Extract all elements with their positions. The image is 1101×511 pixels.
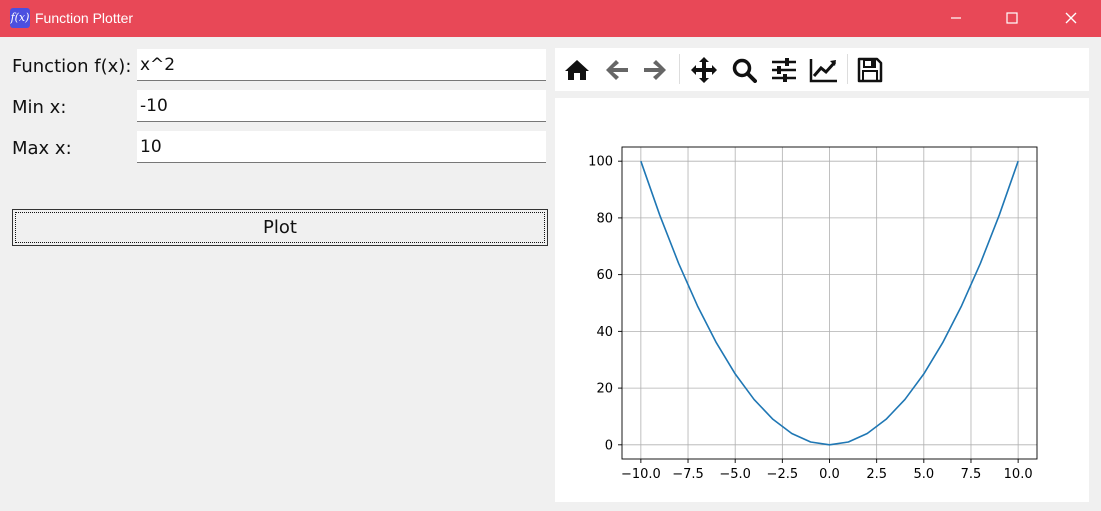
y-tick-label: 60 — [596, 268, 613, 283]
function-chart: −10.0 −7.5 −5.0 −2.5 0.0 2.5 5.0 7.5 10.0 0 20 40 60… — [588, 146, 1038, 482]
save-icon — [857, 57, 883, 83]
maximize-button[interactable] — [989, 0, 1035, 37]
zoom-button[interactable] — [727, 53, 761, 87]
function-label: Function f(x): — [12, 56, 132, 77]
x-tick-label: −7.5 — [672, 467, 704, 482]
function-icon: f(x) — [10, 8, 30, 28]
x-tick-label: 10.0 — [1004, 467, 1033, 482]
home-icon — [565, 60, 589, 80]
edit-axes-icon — [809, 59, 837, 83]
window-title: Function Plotter — [35, 10, 134, 26]
plot-canvas[interactable]: −10.0 −7.5 −5.0 −2.5 0.0 2.5 5.0 7.5 10.0 0 20 40 60… — [555, 98, 1089, 502]
y-tick-label: 80 — [596, 211, 613, 226]
function-input[interactable] — [137, 49, 546, 81]
series-line — [640, 160, 1019, 446]
title-bar: f(x) Function Plotter — [0, 0, 1101, 37]
pan-icon — [691, 57, 717, 83]
y-tick-label: 20 — [596, 382, 613, 397]
edit-axes-button[interactable] — [807, 53, 841, 87]
plot-button[interactable]: Plot — [12, 209, 548, 246]
x-tick-label: 0.0 — [819, 467, 840, 482]
x-tick-label: −2.5 — [767, 467, 799, 482]
y-tick-label: 0 — [605, 438, 613, 453]
y-tick-label: 40 — [596, 325, 613, 340]
x-tick-label: 5.0 — [913, 467, 934, 482]
max-x-input[interactable] — [137, 131, 546, 163]
configure-subplots-button[interactable] — [767, 53, 801, 87]
min-x-input[interactable] — [137, 90, 546, 122]
maximize-icon — [1006, 12, 1018, 24]
save-button[interactable] — [853, 53, 887, 87]
close-icon — [1065, 12, 1077, 24]
toolbar-separator — [847, 54, 848, 84]
back-button[interactable] — [600, 53, 634, 87]
configure-subplots-icon — [772, 58, 796, 82]
forward-icon — [644, 60, 666, 80]
x-tick-label: 2.5 — [866, 467, 887, 482]
zoom-icon — [732, 58, 757, 83]
input-panel: Function f(x): Min x: Max x: Plot — [0, 37, 553, 511]
home-button[interactable] — [560, 53, 594, 87]
close-button[interactable] — [1048, 0, 1094, 37]
minimize-icon — [951, 17, 961, 19]
minimize-button[interactable] — [933, 0, 979, 37]
plot-toolbar — [555, 48, 1089, 91]
min-x-label: Min x: — [12, 97, 67, 118]
toolbar-separator — [679, 54, 680, 84]
forward-button[interactable] — [638, 53, 672, 87]
x-tick-label: −5.0 — [719, 467, 751, 482]
back-icon — [606, 60, 628, 80]
y-tick-label: 100 — [588, 155, 613, 170]
max-x-label: Max x: — [12, 138, 72, 159]
pan-button[interactable] — [687, 53, 721, 87]
x-tick-label: 7.5 — [961, 467, 982, 482]
x-tick-label: −10.0 — [621, 467, 661, 482]
